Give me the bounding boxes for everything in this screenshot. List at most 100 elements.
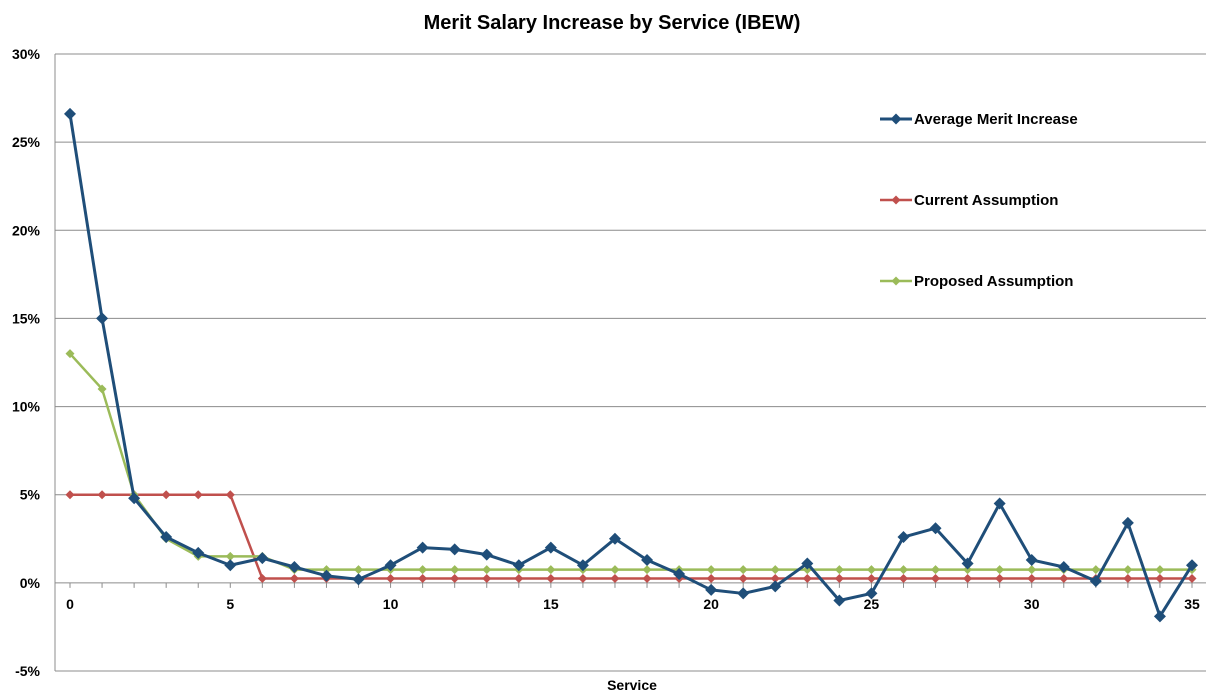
data-point — [1089, 575, 1102, 588]
data-point — [833, 594, 846, 607]
data-point — [321, 565, 331, 575]
data-point — [802, 573, 812, 583]
data-point — [706, 573, 716, 583]
data-point — [544, 541, 557, 554]
data-point — [578, 573, 588, 583]
legend-label: Average Merit Increase — [914, 111, 1078, 128]
data-point — [161, 490, 171, 500]
grid-lines — [55, 53, 1206, 672]
data-point — [448, 543, 461, 556]
y-tick-label: 5% — [20, 487, 41, 503]
data-point — [610, 573, 620, 583]
data-point — [352, 573, 365, 586]
data-point — [705, 583, 718, 596]
y-tick-label: -5% — [15, 663, 40, 679]
data-point — [225, 551, 235, 561]
data-point — [320, 569, 333, 582]
x-tick-label: 15 — [543, 596, 559, 612]
data-point — [769, 580, 782, 593]
legend-swatch-marker — [890, 113, 902, 125]
data-point — [546, 573, 556, 583]
legend: Average Merit Increase Current Assumption… — [880, 111, 1078, 290]
data-point — [641, 553, 654, 566]
data-point — [97, 384, 107, 394]
data-point — [96, 312, 109, 325]
data-point — [865, 587, 878, 600]
data-point — [1059, 573, 1069, 583]
data-point — [995, 565, 1005, 575]
x-tick-label: 20 — [703, 596, 719, 612]
data-point — [834, 565, 844, 575]
y-tick-label: 30% — [12, 46, 41, 62]
y-tick-label: 0% — [20, 575, 41, 591]
data-point — [1187, 573, 1197, 583]
data-point — [256, 552, 269, 565]
x-axis-label: Service — [607, 677, 657, 692]
legend-label: Proposed Assumption — [914, 273, 1073, 290]
data-point — [1123, 565, 1133, 575]
data-point — [576, 559, 589, 572]
legend-swatch-marker — [891, 276, 901, 286]
data-point — [482, 573, 492, 583]
data-point — [1123, 573, 1133, 583]
legend-entry: Current Assumption — [880, 192, 1058, 209]
data-point — [963, 573, 973, 583]
data-point — [450, 573, 460, 583]
x-tick-label: 0 — [66, 596, 74, 612]
data-point — [642, 565, 652, 575]
data-point — [64, 107, 76, 120]
data-point — [1027, 573, 1037, 583]
series-average-merit-increase — [64, 107, 1198, 623]
data-point — [738, 565, 748, 575]
legend-swatch-marker — [891, 195, 901, 205]
data-point — [866, 565, 876, 575]
data-point — [1057, 560, 1070, 573]
series-current-assumption — [65, 490, 1197, 583]
data-point — [1027, 565, 1037, 575]
data-point — [931, 573, 941, 583]
data-point — [961, 557, 974, 570]
data-point — [514, 573, 524, 583]
data-point — [1155, 565, 1165, 575]
data-point — [770, 573, 780, 583]
data-point — [1025, 553, 1038, 566]
data-point — [963, 565, 973, 575]
data-point — [1121, 516, 1134, 529]
data-point — [65, 490, 75, 500]
series-line — [69, 352, 1192, 571]
series-line — [70, 493, 1192, 580]
data-point — [225, 490, 235, 500]
data-point — [610, 565, 620, 575]
data-point — [993, 497, 1006, 510]
y-tick-label: 10% — [12, 399, 41, 415]
data-point — [65, 349, 75, 359]
data-point — [738, 573, 748, 583]
data-point — [931, 565, 941, 575]
data-point — [608, 532, 621, 545]
data-point — [418, 565, 428, 575]
data-point — [224, 559, 237, 572]
legend-entry: Proposed Assumption — [880, 273, 1073, 290]
data-point — [1186, 559, 1198, 572]
data-point — [898, 565, 908, 575]
x-tick-label: 25 — [864, 596, 880, 612]
data-point — [386, 573, 396, 583]
data-point — [1091, 565, 1101, 575]
x-axis-tick-labels: 0 5 10 15 20 25 30 35 — [66, 596, 1200, 612]
data-point — [480, 548, 493, 561]
legend-label: Current Assumption — [914, 192, 1058, 209]
data-point — [642, 573, 652, 583]
data-point — [834, 573, 844, 583]
x-tick-label: 5 — [226, 596, 234, 612]
data-point — [673, 568, 686, 581]
data-point — [193, 490, 203, 500]
data-point — [737, 587, 750, 600]
data-point — [897, 531, 910, 544]
chart-title: Merit Salary Increase by Service (IBEW) — [424, 12, 801, 34]
data-point — [128, 492, 141, 505]
data-point — [288, 560, 301, 573]
y-axis-tick-labels: -5% 0% 5% 10% 15% 20% 25% 30% — [12, 46, 41, 679]
data-point — [770, 565, 780, 575]
data-point — [546, 565, 556, 575]
